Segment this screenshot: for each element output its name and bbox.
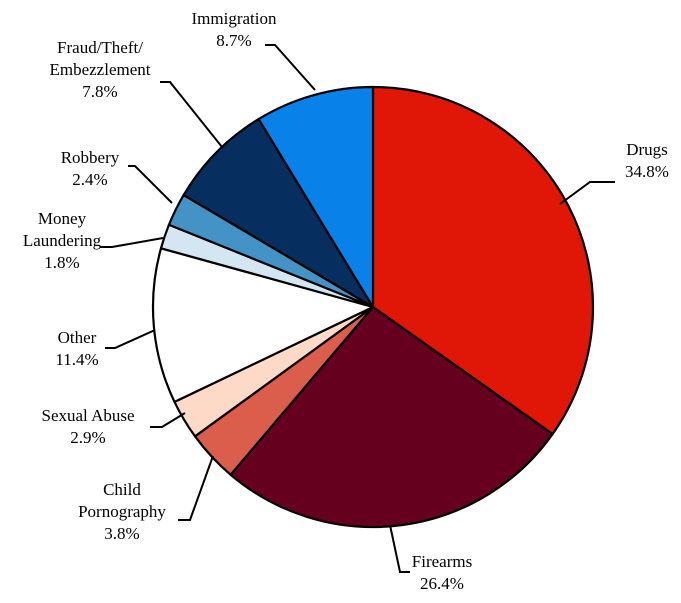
slice-value-money-laundering: 1.8%	[44, 253, 79, 272]
slice-value-fraud-theft-embezzlement: 7.8%	[82, 82, 117, 101]
leader-line-robbery	[128, 165, 173, 204]
pie-slice-other	[151, 247, 375, 404]
leader-line-drugs	[559, 181, 615, 205]
leader-line-other	[105, 329, 156, 349]
slice-value-robbery: 2.4%	[72, 170, 107, 189]
leader-line-firearms	[389, 524, 410, 573]
slice-value-firearms: 26.4%	[420, 574, 464, 593]
pie-slice-fraud-theft-embezzlement	[182, 117, 375, 309]
slice-name-robbery: Robbery	[61, 148, 120, 167]
leader-line-sexual-abuse	[150, 412, 186, 428]
slice-name-drugs: Drugs	[626, 140, 668, 159]
leader-line-fraud-theft-embezzlement	[160, 81, 223, 148]
slice-name-firearms: Firearms	[412, 552, 472, 571]
leader-lines	[100, 44, 615, 573]
slice-label-child-pornography: Child Pornography 3.8%	[78, 480, 166, 543]
slice-label-money-laundering: Money Laundering 1.8%	[23, 209, 102, 272]
slice-name-money-laundering: Money	[38, 209, 87, 228]
slice-value-sexual-abuse: 2.9%	[70, 428, 105, 447]
slice-label-firearms: Firearms 26.4%	[412, 552, 472, 593]
slice-label-sexual-abuse: Sexual Abuse 2.9%	[41, 406, 134, 447]
leader-line-money-laundering	[100, 237, 164, 248]
slice-name-money-laundering: Laundering	[23, 231, 102, 250]
slice-name-fraud-theft-embezzlement: Fraud/Theft/	[57, 38, 143, 57]
slice-label-immigration: Immigration 8.7%	[192, 9, 277, 50]
slice-label-drugs: Drugs 34.8%	[625, 140, 669, 181]
slice-value-child-pornography: 3.8%	[104, 524, 139, 543]
slice-name-child-pornography: Pornography	[78, 502, 166, 521]
slice-label-robbery: Robbery 2.4%	[61, 148, 120, 189]
pie-slices	[151, 85, 595, 529]
slice-label-other: Other 11.4%	[55, 328, 98, 369]
slice-name-child-pornography: Child	[103, 480, 141, 499]
slice-labels: Drugs 34.8% Firearms 26.4% Child Pornography 3…	[23, 9, 669, 593]
slice-value-immigration: 8.7%	[216, 31, 251, 50]
pie-slice-immigration	[257, 85, 375, 309]
slice-label-fraud-theft-embezzlement: Fraud/Theft/Embezzlement 7.8%	[49, 38, 150, 101]
slice-name-immigration: Immigration	[192, 9, 277, 28]
pie-slice-drugs	[371, 85, 595, 436]
slice-name-fraud-theft-embezzlement: Embezzlement	[49, 60, 150, 79]
slice-name-sexual-abuse: Sexual Abuse	[41, 406, 134, 425]
slice-value-drugs: 34.8%	[625, 162, 669, 181]
pie-slice-firearms	[229, 305, 554, 529]
slice-name-other: Other	[58, 328, 97, 347]
leader-line-child-pornography	[178, 455, 214, 521]
leader-line-immigration	[265, 44, 316, 91]
slice-value-other: 11.4%	[55, 350, 98, 369]
